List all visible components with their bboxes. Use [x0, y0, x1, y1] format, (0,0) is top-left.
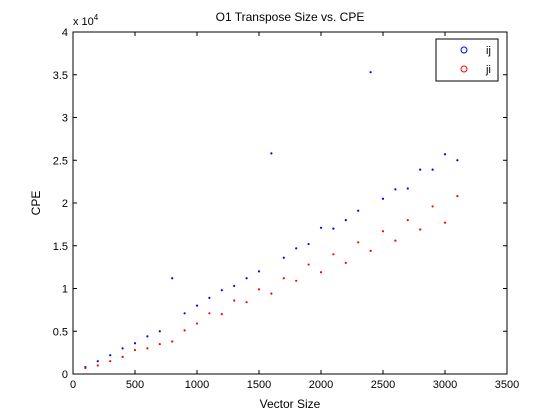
data-point-ij: [307, 242, 310, 246]
y-tick-label: 2: [62, 198, 68, 210]
data-point-ji: [381, 230, 385, 233]
data-point-ij: [245, 277, 248, 280]
data-point-ij: [208, 296, 211, 300]
data-point-ij: [220, 289, 223, 292]
data-point-ij: [257, 270, 261, 273]
data-point-ji: [431, 205, 434, 208]
data-point-ji: [195, 322, 199, 325]
data-point-ji: [282, 277, 285, 280]
data-point-ji: [295, 279, 298, 282]
legend: ij ji: [435, 38, 499, 82]
data-point-ji: [96, 364, 99, 367]
data-point-ij: [419, 168, 422, 171]
data-point-ij: [332, 227, 335, 230]
chart-title: O1 Transpose Size vs. CPE: [216, 10, 365, 24]
data-point-ji: [121, 355, 124, 358]
data-point-ij: [109, 354, 112, 357]
data-point-ji: [270, 292, 273, 295]
x-tick-label: 3000: [433, 379, 457, 391]
data-point-ij: [369, 71, 372, 74]
legend-box: [435, 38, 499, 82]
x-tick-label: 3500: [495, 379, 519, 391]
data-point-ji: [146, 347, 149, 350]
x-tick-label: 500: [126, 379, 144, 391]
data-point-ji: [233, 299, 236, 302]
y-tick-label: 1.5: [53, 241, 68, 253]
tick-marks: [72, 31, 508, 375]
data-point-ji: [357, 241, 360, 244]
data-point-ij: [133, 342, 137, 345]
data-point-ji: [220, 313, 223, 316]
y-exponent-base: x 10: [73, 16, 94, 28]
data-point-ij: [319, 226, 323, 229]
y-tick-label: 2.5: [53, 155, 68, 167]
data-point-ji: [171, 340, 174, 343]
y-tick-label: 1: [62, 284, 68, 296]
data-point-ij: [282, 256, 285, 259]
data-point-ji: [332, 253, 335, 256]
data-point-ji: [307, 263, 310, 266]
data-point-ji: [319, 271, 323, 274]
y-tick-label: 3.5: [53, 70, 68, 82]
data-point-ji: [257, 288, 261, 291]
data-points: [84, 71, 459, 370]
x-tick-label: 2500: [371, 379, 395, 391]
data-point-ij: [394, 188, 397, 191]
x-axis-label: Vector Size: [260, 397, 321, 411]
data-point-ij: [295, 247, 298, 250]
plot-area: [72, 31, 508, 375]
y-tick-label: 0.5: [53, 326, 68, 338]
data-point-ij: [406, 187, 409, 190]
data-point-ji: [369, 249, 372, 252]
legend-marker-ji: [460, 65, 468, 73]
legend-label-ji: ji: [485, 64, 491, 76]
data-point-ji: [245, 301, 248, 304]
data-point-ji: [109, 360, 112, 363]
svg-text:x 104: x 104: [73, 13, 99, 28]
y-exponent-power: 4: [94, 13, 99, 22]
legend-label-ij: ij: [486, 45, 491, 57]
data-point-ji: [406, 219, 409, 222]
data-point-ij: [233, 284, 236, 288]
data-point-ij: [344, 219, 347, 222]
data-point-ji: [456, 195, 459, 198]
x-tick-labels: 0 500 1000 1500 2000 2500 3000 3500: [70, 379, 519, 391]
data-point-ij: [96, 360, 99, 363]
data-point-ij: [431, 168, 434, 171]
data-point-ij: [270, 152, 273, 155]
data-point-ji: [84, 366, 87, 370]
data-point-ji: [443, 221, 447, 224]
x-tick-label: 2000: [309, 379, 333, 391]
data-point-ji: [133, 348, 137, 352]
data-point-ji: [344, 261, 347, 264]
x-tick-label: 1000: [185, 379, 209, 391]
y-tick-label: 3: [62, 113, 68, 125]
data-point-ij: [171, 277, 174, 280]
data-point-ij: [158, 330, 161, 333]
data-point-ij: [443, 153, 447, 156]
x-tick-label: 0: [70, 379, 76, 391]
data-point-ji: [183, 329, 186, 332]
data-point-ij: [183, 312, 186, 315]
legend-marker-ij: [460, 46, 468, 54]
data-point-ij: [146, 335, 149, 338]
data-point-ij: [456, 159, 459, 162]
data-point-ji: [394, 239, 397, 242]
y-tick-labels: 0 0.5 1 1.5 2 2.5 3 3.5 4: [53, 27, 68, 381]
y-axis-label: CPE: [29, 191, 43, 216]
data-point-ji: [419, 228, 422, 231]
x-tick-label: 1500: [247, 379, 271, 391]
data-point-ij: [357, 209, 360, 212]
data-point-ij: [381, 197, 385, 200]
data-point-ji: [208, 312, 211, 315]
data-point-ij: [121, 347, 124, 350]
y-tick-label: 0: [62, 369, 68, 381]
y-exponent-label: x 104: [73, 13, 99, 28]
data-point-ji: [158, 342, 161, 346]
y-tick-label: 4: [62, 27, 68, 39]
data-point-ij: [195, 304, 199, 307]
